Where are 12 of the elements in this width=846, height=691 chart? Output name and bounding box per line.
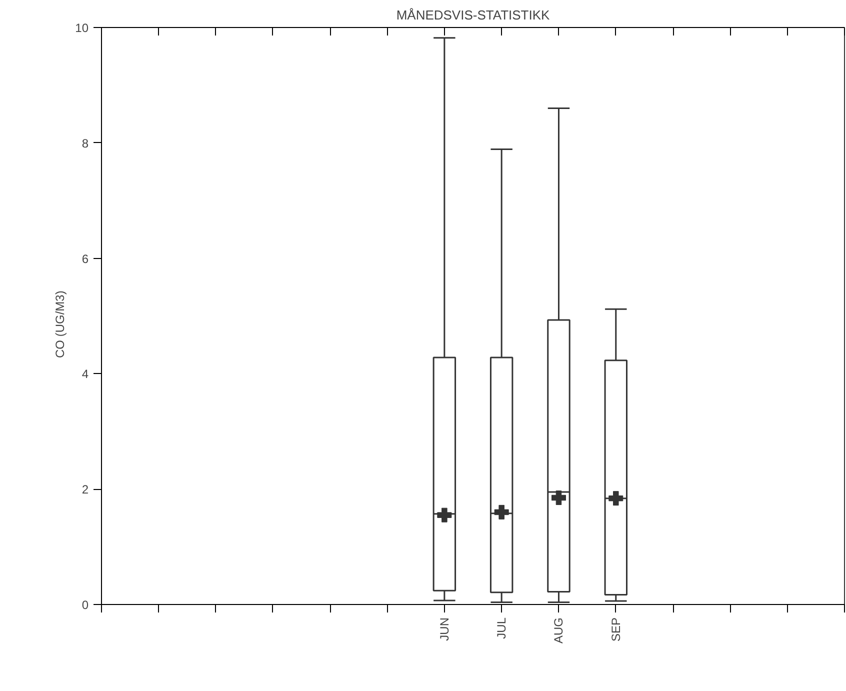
x-tick-label: JUN — [437, 617, 452, 641]
chart-title: MÅNEDSVIS-STATISTIKK — [396, 8, 550, 22]
y-axis-title: CO (UG/M3) — [53, 290, 68, 358]
y-tick-label: 0 — [82, 598, 89, 612]
y-tick-label: 10 — [75, 21, 89, 35]
y-tick-label: 8 — [82, 136, 89, 150]
x-tick-label: SEP — [608, 617, 623, 642]
y-tick-label: 4 — [82, 367, 89, 382]
x-tick-label: JUL — [494, 617, 509, 639]
x-tick-label: AUG — [552, 617, 566, 644]
y-tick-label: 6 — [82, 252, 89, 266]
y-tick-label: 2 — [82, 482, 89, 497]
